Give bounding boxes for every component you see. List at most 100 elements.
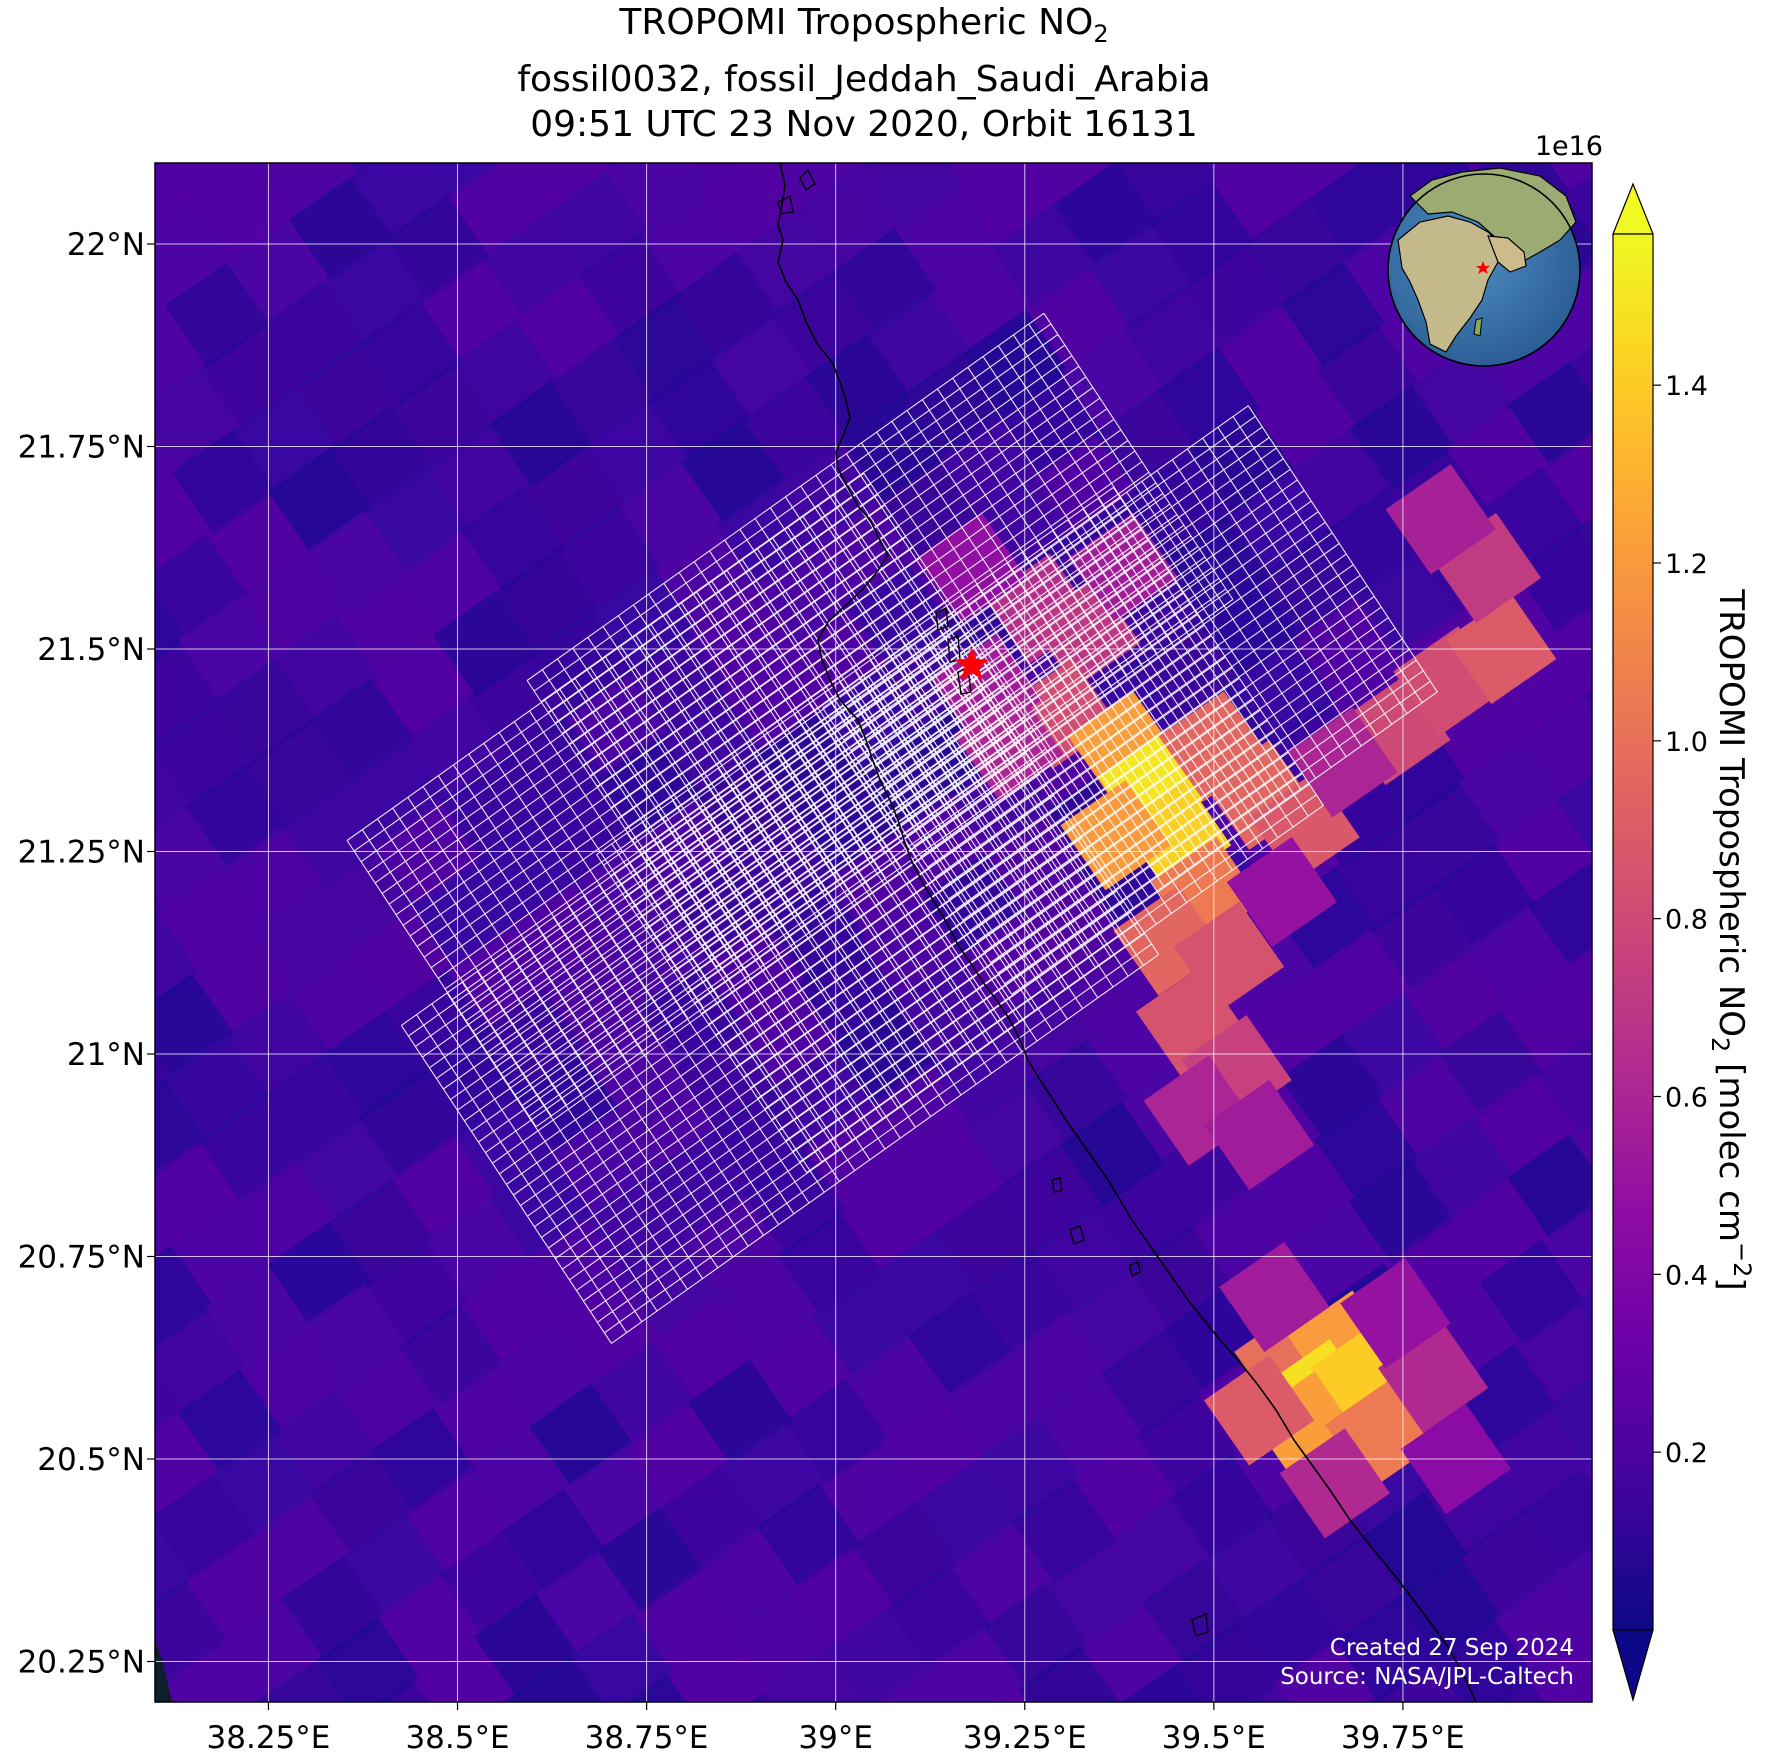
background-pixel — [1116, 163, 1221, 224]
y-tick-label: 21.5°N — [37, 632, 145, 668]
background-pixel — [1582, 1462, 1592, 1482]
background-pixel — [990, 977, 1096, 1083]
x-tick-label: 39.75°E — [1341, 1720, 1465, 1752]
background-pixel — [364, 1240, 470, 1346]
background-pixel — [1087, 223, 1193, 329]
title-line-3: 09:51 UTC 23 Nov 2020, Orbit 16131 — [530, 104, 1198, 146]
colorbar-exponent-label: 1e16 — [1535, 131, 1603, 162]
background-pixel — [155, 1474, 256, 1580]
background-pixel — [350, 163, 379, 177]
background-pixel — [1369, 886, 1475, 992]
background-pixel — [1520, 1468, 1592, 1574]
background-pixel — [715, 1254, 821, 1360]
background-pixel — [1549, 163, 1592, 195]
map-frame — [154, 162, 1593, 1703]
background-pixel — [1431, 1616, 1537, 1702]
background-pixel — [1528, 862, 1592, 968]
no2-pixel — [1287, 707, 1398, 818]
background-pixel — [155, 1579, 228, 1685]
footprint-swath — [526, 312, 1234, 968]
background-pixel — [1562, 1698, 1667, 1752]
background-pixel — [62, 77, 167, 182]
background-pixel — [392, 362, 498, 468]
x-tick-label: 38.5°E — [405, 1720, 509, 1752]
background-pixel — [1018, 1645, 1120, 1702]
x-tick-label: 38.25°E — [207, 1720, 331, 1752]
footprint-mesh — [400, 636, 1160, 1344]
chart-title: TROPOMI Tropospheric NO2 fossil0032, fos… — [136, 0, 1592, 147]
footprint-swath — [346, 472, 1054, 1128]
background-pixel — [357, 300, 463, 406]
background-pixel — [488, 381, 594, 487]
background-pixel — [1404, 948, 1510, 1054]
y-tick-label: 20.75°N — [18, 1240, 145, 1276]
background-pixel — [370, 1407, 476, 1513]
background-pixel — [1507, 1134, 1592, 1240]
background-pixel — [605, 163, 711, 234]
target-footprint-grids — [346, 312, 1438, 1344]
background-pixel — [1335, 824, 1441, 930]
no2-pixel — [1279, 1428, 1390, 1539]
background-pixel — [433, 591, 539, 697]
globe-land-arabia — [1487, 235, 1527, 273]
background-pixel — [329, 1178, 435, 1284]
background-pixel — [825, 1607, 931, 1702]
background-pixel — [1500, 967, 1592, 1073]
background-pixel — [274, 1388, 380, 1494]
background-pixel — [1507, 361, 1592, 467]
footprint-swath — [822, 405, 1438, 995]
background-pixel — [1548, 1376, 1592, 1469]
background-pixel — [47, 1289, 152, 1394]
background-pixel — [155, 1523, 194, 1607]
background-pixel — [901, 1125, 1007, 1231]
background-pixel — [516, 163, 615, 215]
background-pixel — [155, 1245, 215, 1349]
background-pixel — [412, 1636, 518, 1702]
background-pixel — [1336, 52, 1441, 157]
background-pixel — [1066, 1268, 1172, 1374]
background-pixel — [155, 305, 208, 405]
background-pixel — [385, 195, 491, 301]
background-pixel — [212, 658, 318, 764]
background-pixel — [598, 1507, 704, 1613]
background-pixel — [1032, 1206, 1138, 1312]
footprint-swath — [596, 486, 1324, 1174]
background-pixel — [1534, 1032, 1592, 1135]
no2-pixel — [1204, 1355, 1315, 1466]
background-pixel — [33, 1728, 138, 1752]
background-pixel — [1576, 517, 1592, 551]
title-line-2: fossil0032, fossil_Jeddah_Saudi_Arabia — [517, 59, 1211, 101]
background-pixel — [963, 1082, 1069, 1188]
coastal-islands — [777, 168, 1209, 1637]
background-pixel — [41, 1122, 146, 1227]
background-pixel — [155, 973, 236, 1079]
background-pixel — [171, 429, 277, 535]
colorbar-tick-label: 0.8 — [1665, 905, 1708, 936]
background-pixel — [956, 163, 1062, 248]
colorbar-ticks: 0.2 0.4 0.6 0.8 1.0 1.2 1.4 — [1653, 371, 1708, 1469]
background-pixel — [1122, 1664, 1203, 1702]
background-pixel — [155, 593, 188, 662]
background-pixel — [219, 1598, 325, 1702]
background-pixel — [914, 1459, 1020, 1565]
background-pixel — [784, 1378, 890, 1484]
background-pixel — [1252, 366, 1358, 472]
background-pixel — [522, 1216, 628, 1322]
background-pixel — [212, 1431, 318, 1537]
background-pixel — [155, 534, 250, 640]
background-pixel — [261, 281, 367, 387]
created-date-text: Created 27 Sep 2024 — [1330, 1635, 1574, 1661]
background-pixel — [1555, 1548, 1592, 1627]
background-pixel — [1548, 603, 1592, 696]
coastline — [777, 163, 1477, 1702]
background-pixel — [155, 1307, 249, 1413]
background-pixel — [730, 43, 835, 148]
background-pixel — [701, 920, 807, 1026]
background-pixel — [625, 1402, 731, 1508]
background-pixel — [502, 715, 608, 821]
background-pixel — [155, 1078, 208, 1177]
background-pixel — [1225, 471, 1331, 577]
colorbar-gradient — [1612, 233, 1654, 1631]
background-pixel — [1342, 991, 1448, 1097]
